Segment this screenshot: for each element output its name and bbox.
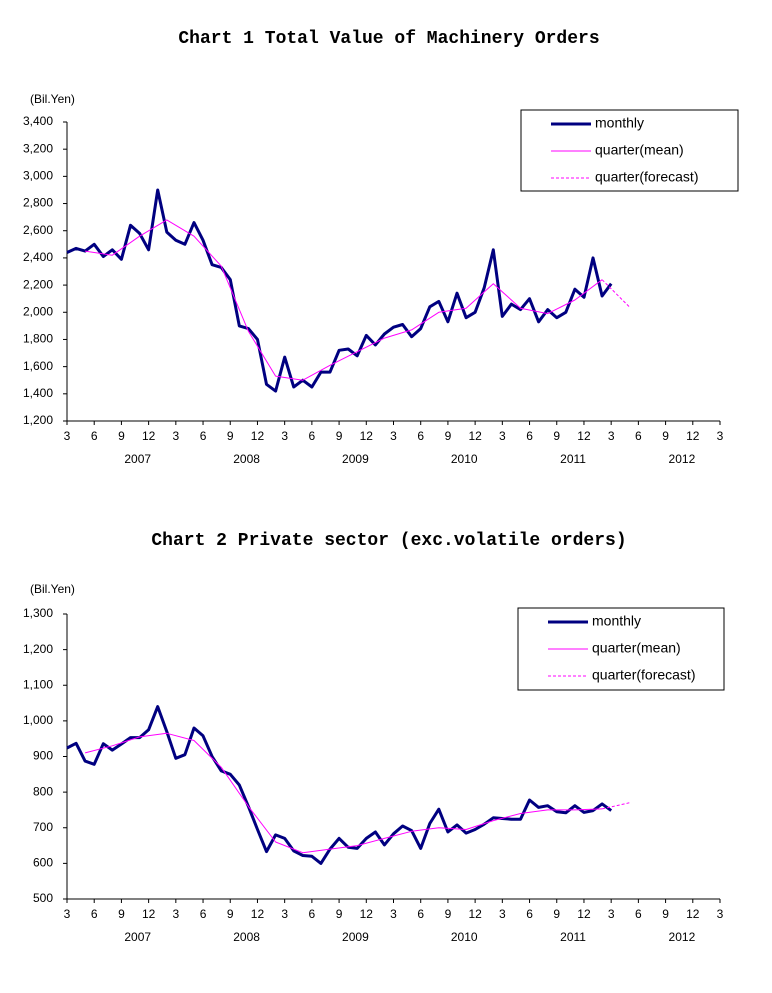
y-tick-label: 800 bbox=[33, 784, 53, 798]
series-line bbox=[601, 279, 630, 308]
x-tick-label: 12 bbox=[468, 907, 482, 921]
x-tick-label: 9 bbox=[553, 907, 560, 921]
x-year-label: 2011 bbox=[560, 452, 586, 466]
x-year-label: 2012 bbox=[669, 930, 696, 944]
x-year-label: 2007 bbox=[124, 930, 151, 944]
series-line bbox=[66, 705, 613, 865]
y-tick-label: 700 bbox=[33, 820, 53, 834]
x-tick-label: 12 bbox=[251, 429, 265, 443]
legend-label: monthly bbox=[595, 115, 644, 131]
y-axis-unit: (Bil.Yen) bbox=[30, 92, 75, 106]
legend-label: quarter(mean) bbox=[595, 142, 684, 158]
x-tick-label: 12 bbox=[577, 907, 591, 921]
x-tick-label: 12 bbox=[577, 429, 591, 443]
y-tick-label: 3,200 bbox=[23, 141, 53, 155]
x-tick-label: 6 bbox=[309, 907, 316, 921]
x-tick-label: 3 bbox=[608, 429, 615, 443]
y-tick-label: 1,100 bbox=[23, 677, 53, 691]
x-tick-label: 3 bbox=[172, 907, 179, 921]
x-tick-label: 9 bbox=[445, 429, 452, 443]
y-tick-label: 2,600 bbox=[23, 223, 53, 237]
x-tick-label: 12 bbox=[686, 907, 700, 921]
y-tick-label: 600 bbox=[33, 856, 53, 870]
x-tick-label: 9 bbox=[336, 429, 343, 443]
x-tick-label: 3 bbox=[717, 907, 724, 921]
x-tick-label: 6 bbox=[526, 429, 533, 443]
x-tick-label: 3 bbox=[717, 429, 724, 443]
x-year-label: 2010 bbox=[451, 452, 478, 466]
x-tick-label: 12 bbox=[142, 429, 156, 443]
x-tick-label: 12 bbox=[251, 907, 265, 921]
x-tick-label: 3 bbox=[281, 429, 288, 443]
x-tick-label: 9 bbox=[553, 429, 560, 443]
x-tick-label: 3 bbox=[172, 429, 179, 443]
legend-label: quarter(mean) bbox=[592, 640, 681, 656]
x-tick-label: 3 bbox=[499, 429, 506, 443]
x-tick-label: 6 bbox=[417, 907, 424, 921]
y-tick-label: 2,400 bbox=[23, 250, 53, 264]
chart-title: Chart 1 Total Value of Machinery Orders bbox=[178, 29, 599, 49]
x-tick-label: 6 bbox=[635, 907, 642, 921]
x-tick-label: 9 bbox=[227, 907, 234, 921]
x-year-label: 2007 bbox=[124, 452, 151, 466]
series-line bbox=[66, 188, 613, 393]
chart-title: Chart 2 Private sector (exc.volatile ord… bbox=[151, 531, 626, 551]
x-year-label: 2009 bbox=[342, 930, 369, 944]
x-tick-label: 9 bbox=[118, 429, 125, 443]
x-tick-label: 9 bbox=[118, 907, 125, 921]
x-tick-label: 9 bbox=[662, 429, 669, 443]
x-year-label: 2009 bbox=[342, 452, 369, 466]
x-year-label: 2011 bbox=[560, 930, 586, 944]
y-tick-label: 1,400 bbox=[23, 386, 53, 400]
legend-label: quarter(forecast) bbox=[595, 169, 698, 185]
series-line bbox=[85, 219, 603, 381]
y-tick-label: 1,200 bbox=[23, 642, 53, 656]
y-tick-label: 1,000 bbox=[23, 713, 53, 727]
x-tick-label: 3 bbox=[64, 907, 71, 921]
x-tick-label: 6 bbox=[526, 907, 533, 921]
x-tick-label: 6 bbox=[200, 429, 207, 443]
y-axis-unit: (Bil.Yen) bbox=[30, 582, 75, 596]
y-tick-label: 2,800 bbox=[23, 196, 53, 210]
y-tick-label: 2,200 bbox=[23, 277, 53, 291]
x-tick-label: 12 bbox=[468, 429, 482, 443]
x-year-label: 2008 bbox=[233, 930, 260, 944]
x-tick-label: 6 bbox=[200, 907, 207, 921]
y-tick-label: 3,000 bbox=[23, 169, 53, 183]
x-year-label: 2010 bbox=[451, 930, 478, 944]
legend-label: quarter(forecast) bbox=[592, 667, 695, 683]
x-tick-label: 3 bbox=[390, 907, 397, 921]
x-year-label: 2012 bbox=[669, 452, 696, 466]
x-tick-label: 6 bbox=[309, 429, 316, 443]
x-tick-label: 3 bbox=[390, 429, 397, 443]
x-tick-label: 12 bbox=[686, 429, 700, 443]
x-tick-label: 3 bbox=[608, 907, 615, 921]
legend-label: monthly bbox=[592, 613, 641, 629]
y-tick-label: 2,000 bbox=[23, 304, 53, 318]
x-tick-label: 6 bbox=[635, 429, 642, 443]
x-year-label: 2008 bbox=[233, 452, 260, 466]
x-tick-label: 6 bbox=[91, 429, 98, 443]
x-tick-label: 12 bbox=[360, 907, 374, 921]
y-tick-label: 1,300 bbox=[23, 606, 53, 620]
y-tick-label: 900 bbox=[33, 749, 53, 763]
series-line bbox=[84, 732, 603, 854]
x-tick-label: 12 bbox=[142, 907, 156, 921]
y-tick-label: 1,200 bbox=[23, 413, 53, 427]
x-tick-label: 9 bbox=[227, 429, 234, 443]
x-tick-label: 12 bbox=[360, 429, 374, 443]
y-tick-label: 1,800 bbox=[23, 332, 53, 346]
x-tick-label: 9 bbox=[445, 907, 452, 921]
y-tick-label: 3,400 bbox=[23, 114, 53, 128]
x-tick-label: 9 bbox=[336, 907, 343, 921]
x-tick-label: 3 bbox=[64, 429, 71, 443]
x-tick-label: 6 bbox=[91, 907, 98, 921]
x-tick-label: 9 bbox=[662, 907, 669, 921]
x-tick-label: 3 bbox=[281, 907, 288, 921]
y-tick-label: 500 bbox=[33, 891, 53, 905]
x-tick-label: 6 bbox=[417, 429, 424, 443]
y-tick-label: 1,600 bbox=[23, 359, 53, 373]
x-tick-label: 3 bbox=[499, 907, 506, 921]
